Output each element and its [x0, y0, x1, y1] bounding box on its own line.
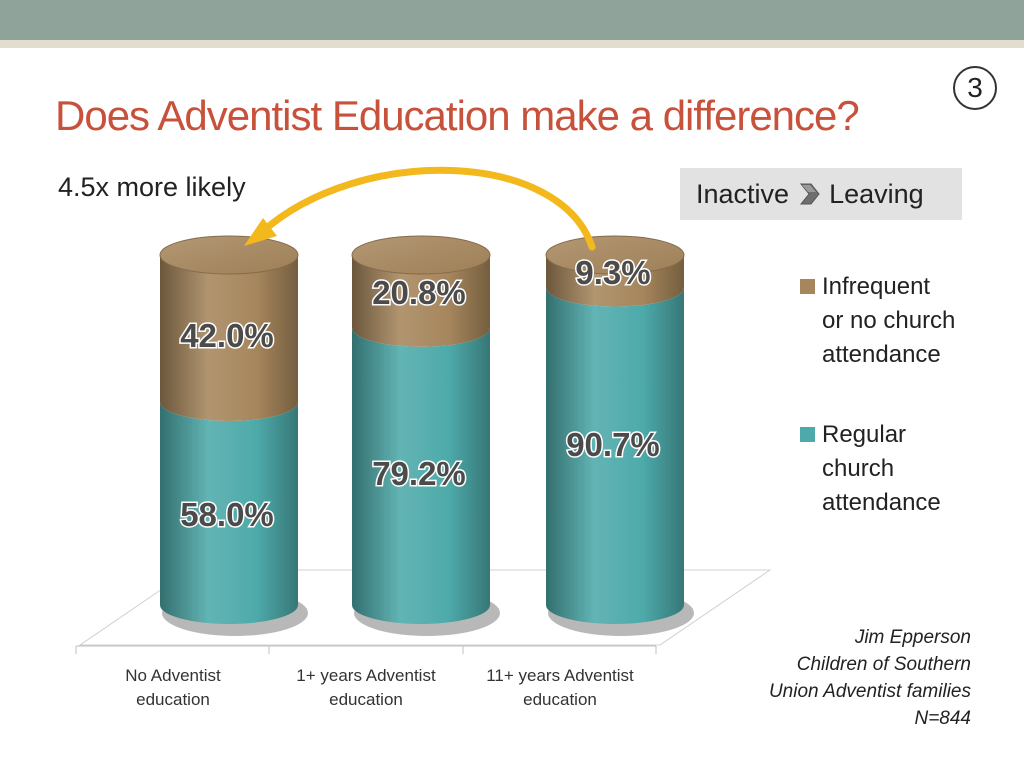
top-banner-stripe [0, 40, 1024, 48]
data-label: 90.7% [566, 426, 660, 463]
x-tick-label: education [523, 690, 597, 709]
top-banner [0, 0, 1024, 40]
x-tick-label: 1+ years Adventist [296, 666, 436, 685]
slide-title: Does Adventist Education make a differen… [55, 92, 860, 139]
likelihood-note: 4.5x more likely [58, 172, 246, 202]
source-sample-size: N=844 [914, 708, 971, 729]
legend-item-regular: Regular church attendance [800, 418, 1022, 520]
slide-number-badge: 3 [953, 66, 997, 110]
data-label: 20.8% [372, 274, 466, 311]
cylinder-top [545, 235, 685, 275]
legend-swatch-infrequent [800, 279, 815, 294]
status-tag: Inactive Leaving [680, 168, 962, 220]
legend-item-infrequent: Infrequent or no church attendance [800, 270, 1022, 372]
data-label: 9.3% [575, 254, 650, 291]
bar-segment [546, 255, 684, 307]
data-label: 42.0% [180, 317, 274, 354]
bar-segment [160, 255, 298, 421]
source-population: Union Adventist families [768, 681, 971, 702]
data-label: 79.2% [372, 455, 466, 492]
x-tick-label: No Adventist [125, 666, 221, 685]
data-label: 58.0% [180, 496, 274, 533]
tag-leaving: Leaving [829, 178, 924, 209]
tag-inactive: Inactive [696, 178, 790, 209]
bar-segment [352, 327, 490, 624]
arrow-head-icon [244, 218, 277, 246]
cylinder-top [351, 235, 491, 275]
legend-swatch-regular [800, 427, 815, 442]
curved-arrow [258, 166, 596, 251]
legend-label-infrequent: Infrequent or no church attendance [822, 273, 956, 368]
chart-legend: Infrequent or no church attendance Regular… [800, 270, 1022, 520]
source-author: Jim Epperson [854, 627, 971, 648]
bar-segment [160, 402, 298, 624]
x-tick-label: education [136, 690, 210, 709]
bar-segment [546, 287, 684, 624]
chevron-right-icon [800, 183, 820, 205]
x-tick-label: education [329, 690, 403, 709]
x-tick-label: 11+ years Adventist [486, 666, 634, 685]
source-study: Children of Southern [796, 654, 971, 675]
bar-segment [352, 255, 490, 347]
cylinder-top [159, 235, 299, 275]
source-citation: Jim Epperson Children of Southern Union … [769, 624, 971, 732]
legend-label-regular: Regular church attendance [822, 421, 941, 516]
